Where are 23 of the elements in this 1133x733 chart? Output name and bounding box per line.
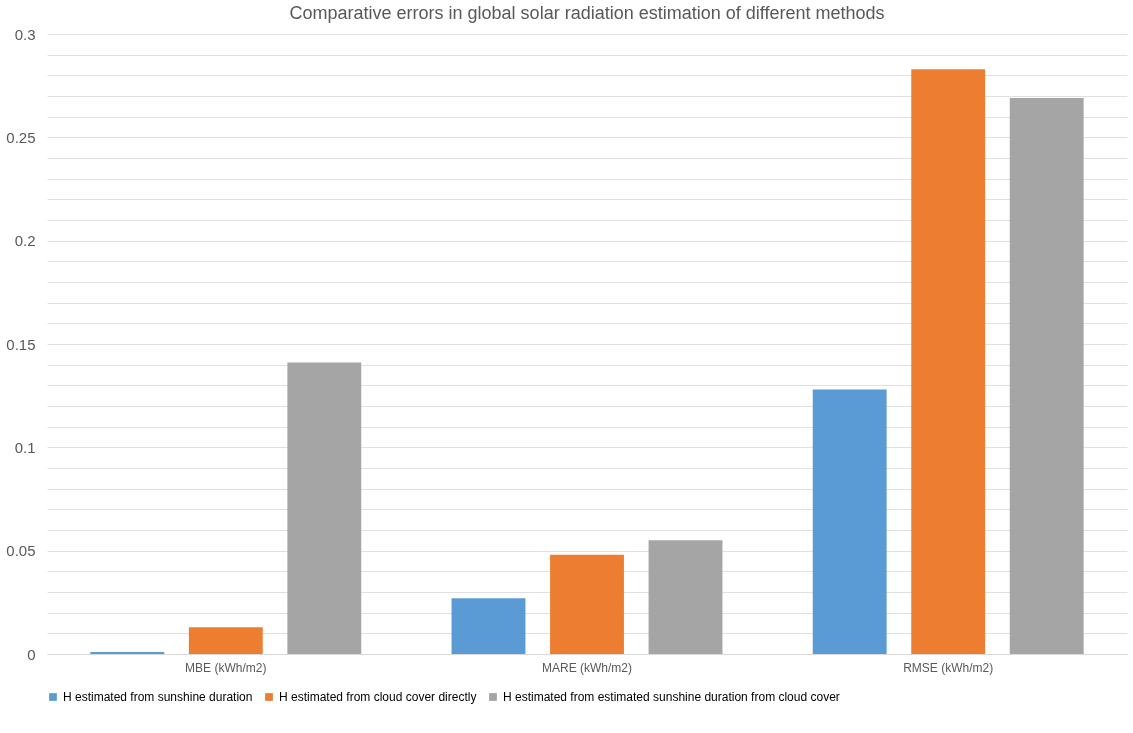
chart-title: Comparative errors in global solar radiation estimation of different methods [289,3,885,23]
bar [287,362,362,654]
legend-label: H estimated from sunshine duration [63,690,253,704]
bar [812,389,887,654]
y-tick-label: 0.15 [6,335,36,353]
y-tick-label: 0 [27,645,36,663]
y-tick-label: 0.1 [14,438,36,456]
y-tick-label: 0.3 [14,25,36,43]
x-tick-label: MARE (kWh/m2) [542,660,632,675]
bar [451,598,526,654]
bar [648,540,723,654]
legend-label: H estimated from estimated sunshine duration from cloud cover [503,690,840,704]
y-tick-label: 0.05 [6,542,36,560]
bar [1009,98,1084,654]
legend-label: H estimated from cloud cover directly [279,690,477,704]
bar [90,651,165,654]
y-tick-label: 0.2 [14,232,36,250]
bar [911,69,986,654]
y-tick-label: 0.25 [6,128,36,146]
x-tick-label: RMSE (kWh/m2) [903,660,994,675]
bar [550,554,624,654]
x-tick-label: MBE (kWh/m2) [185,660,267,675]
bar [188,627,263,654]
